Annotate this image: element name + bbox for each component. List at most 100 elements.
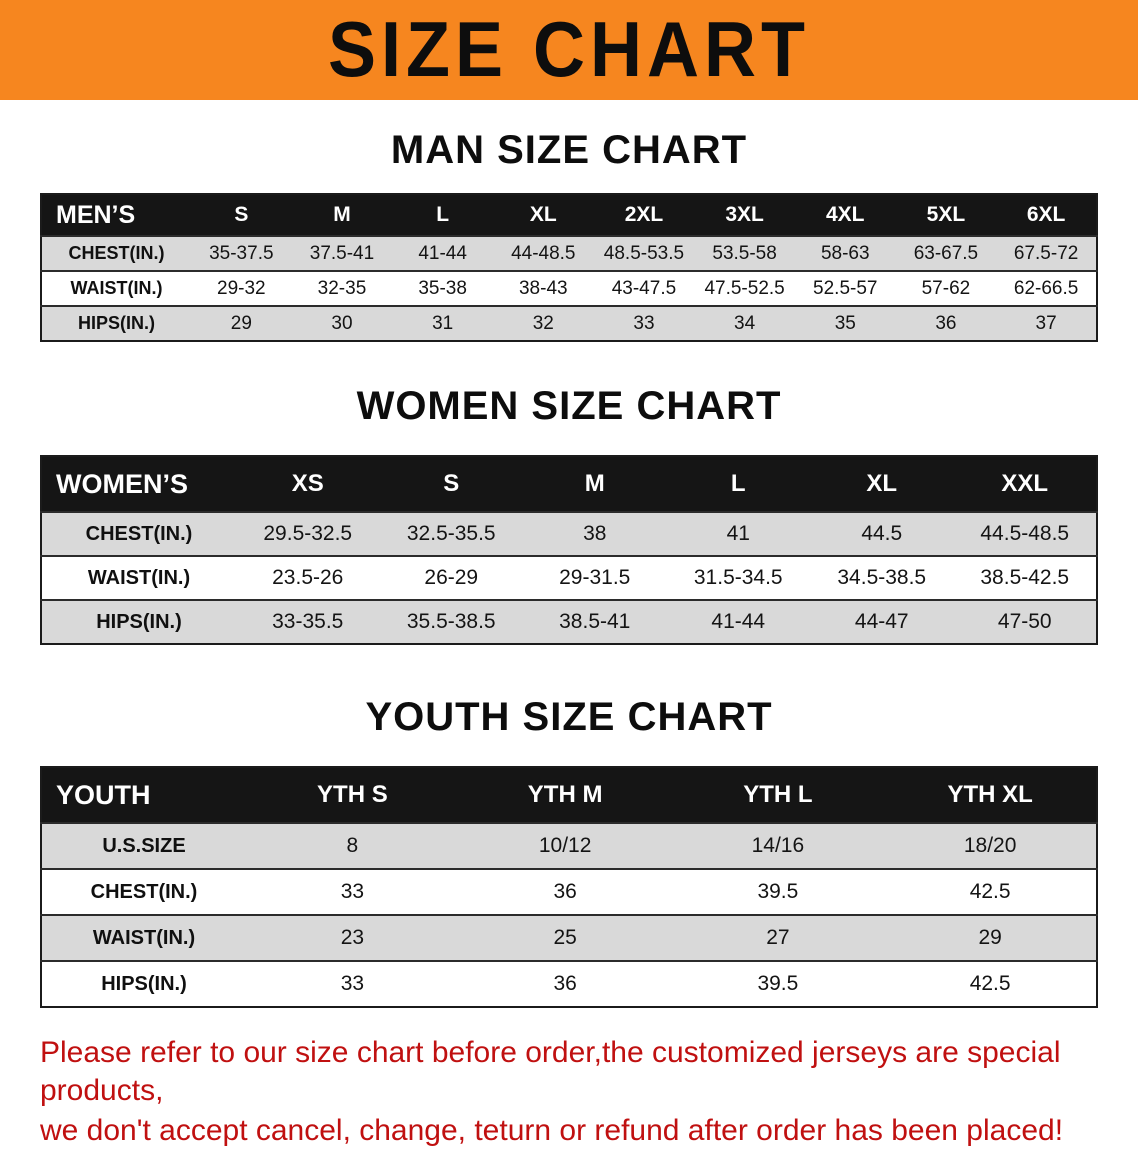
table-row: HIPS(IN.) 29 30 31 32 33 34 35 36 37 (41, 306, 1097, 341)
size-value-cell: 53.5-58 (712, 242, 777, 264)
size-value-cell: 33 (340, 972, 365, 995)
table-row: WAIST(IN.) 23 25 27 29 (41, 915, 1097, 961)
table-row: HIPS(IN.) 33-35.5 35.5-38.5 38.5-41 41-44 44-… (41, 600, 1097, 644)
women-size-table: WOMEN’S XS S M L XL XXL CHEST(IN.) 29.5-32.5 32.5… (40, 455, 1098, 645)
table-row: U.S.SIZE 8 10/12 14/16 18/20 (41, 823, 1097, 869)
size-value-cell: 23.5-26 (272, 566, 344, 589)
size-value-cell: 29-31.5 (559, 566, 631, 589)
youth-size-table: YOUTH YTH S YTH M YTH L YTH XL U.S.SIZE 8 10/12… (40, 766, 1098, 1008)
column-header: M (523, 456, 667, 512)
column-header: 6XL (996, 194, 1097, 236)
size-value-cell: 44.5 (861, 522, 903, 545)
size-value-cell: 8 (346, 834, 359, 857)
column-header: XXL (953, 456, 1097, 512)
size-value-cell: 34.5-38.5 (837, 566, 927, 589)
size-value-cell: 38-43 (518, 277, 568, 299)
size-value-cell: 47-50 (997, 610, 1052, 633)
size-value-cell: 47.5-52.5 (704, 277, 785, 299)
size-value-cell: 42.5 (969, 880, 1011, 903)
size-value-cell: 36 (553, 880, 577, 903)
size-value-cell: 39.5 (757, 880, 799, 903)
disclaimer-line-2: we don't accept cancel, change, teturn o… (40, 1114, 1064, 1147)
row-label: WAIST(IN.) (92, 926, 196, 949)
row-label: WAIST(IN.) (70, 278, 163, 298)
size-value-cell: 62-66.5 (1013, 277, 1079, 299)
table-row: WAIST(IN.) 23.5-26 26-29 29-31.5 31.5-34.5 34… (41, 556, 1097, 600)
size-value-cell: 42.5 (969, 972, 1011, 995)
table-row: CHEST(IN.) 29.5-32.5 32.5-35.5 38 41 44.5 44.5… (41, 512, 1097, 556)
table-corner-label: WOMEN’S (41, 456, 236, 512)
size-value-cell: 29-32 (217, 277, 266, 299)
size-value-cell: 10/12 (538, 834, 592, 857)
column-header: XL (810, 456, 954, 512)
table-row: HIPS(IN.) 33 36 39.5 42.5 (41, 961, 1097, 1007)
size-value-cell: 35-37.5 (209, 242, 274, 264)
men-section-heading: MAN SIZE CHART (390, 128, 748, 172)
size-value-cell: 44-48.5 (511, 242, 576, 264)
size-value-cell: 31 (432, 312, 454, 334)
size-value-cell: 43-47.5 (611, 277, 677, 299)
table-header-row: WOMEN’S XS S M L XL XXL (41, 456, 1097, 512)
size-value-cell: 36 (935, 312, 957, 334)
size-value-cell: 18/20 (963, 834, 1017, 857)
size-value-cell: 67.5-72 (1013, 242, 1079, 264)
size-value-cell: 29 (230, 312, 252, 334)
table-row: CHEST(IN.) 35-37.5 37.5-41 41-44 44-48.5 48.5… (41, 236, 1097, 271)
size-value-cell: 52.5-57 (813, 277, 878, 299)
column-header: 5XL (895, 194, 997, 236)
column-header: S (191, 194, 292, 236)
size-value-cell: 23 (340, 926, 365, 949)
size-value-cell: 41 (726, 522, 750, 545)
row-label: HIPS(IN.) (96, 610, 182, 633)
row-label: CHEST(IN.) (90, 880, 198, 903)
size-value-cell: 33 (633, 312, 655, 334)
size-value-cell: 27 (766, 926, 790, 949)
row-label: U.S.SIZE (102, 834, 186, 857)
column-header: YTH S (246, 767, 459, 823)
banner-title: SIZE CHART (328, 6, 810, 94)
size-value-cell: 63-67.5 (913, 242, 979, 264)
size-value-cell: 35.5-38.5 (406, 610, 496, 633)
size-value-cell: 31.5-34.5 (693, 566, 783, 589)
size-value-cell: 25 (553, 926, 577, 949)
row-label: CHEST(IN.) (68, 243, 165, 263)
column-header: YTH XL (884, 767, 1097, 823)
size-value-cell: 32 (532, 312, 554, 334)
size-value-cell: 34 (734, 312, 756, 334)
table-header-row: MEN’S S M L XL 2XL 3XL 4XL 5XL 6XL (41, 194, 1097, 236)
size-value-cell: 38 (583, 522, 607, 545)
size-value-cell: 32-35 (317, 277, 367, 299)
size-value-cell: 57-62 (921, 277, 971, 299)
youth-section-heading: YOUTH SIZE CHART (365, 695, 773, 739)
row-label: HIPS(IN.) (101, 972, 187, 995)
table-header-row: YOUTH YTH S YTH M YTH L YTH XL (41, 767, 1097, 823)
size-value-cell: 35 (834, 312, 856, 334)
size-value-cell: 44-47 (854, 610, 909, 633)
size-value-cell: 37 (1035, 312, 1057, 334)
size-value-cell: 14/16 (751, 834, 805, 857)
size-value-cell: 48.5-53.5 (603, 242, 685, 264)
disclaimer: Please refer to our size chart before or… (40, 1034, 1118, 1150)
size-value-cell: 29.5-32.5 (263, 522, 353, 545)
column-header: 2XL (593, 194, 695, 236)
size-value-cell: 32.5-35.5 (406, 522, 496, 545)
section-women: WOMEN SIZE CHART WOMEN’S XS S M L XL XXL CHEST(… (0, 384, 1138, 645)
size-value-cell: 44.5-48.5 (980, 522, 1070, 545)
size-value-cell: 41-44 (711, 610, 766, 633)
section-youth: YOUTH SIZE CHART YOUTH YTH S YTH M YTH L YTH… (0, 695, 1138, 1008)
size-value-cell: 38.5-42.5 (980, 566, 1070, 589)
table-corner-label: YOUTH (41, 767, 246, 823)
size-value-cell: 39.5 (757, 972, 799, 995)
women-section-heading: WOMEN SIZE CHART (356, 384, 782, 428)
column-header: YTH M (458, 767, 672, 823)
size-value-cell: 33-35.5 (272, 610, 344, 633)
row-label: HIPS(IN.) (77, 313, 155, 333)
banner: SIZE CHART (0, 0, 1138, 100)
column-header: S (379, 456, 523, 512)
size-value-cell: 41-44 (418, 242, 467, 264)
size-value-cell: 33 (340, 880, 365, 903)
column-header: YTH L (671, 767, 885, 823)
column-header: M (291, 194, 393, 236)
column-header: L (666, 456, 810, 512)
